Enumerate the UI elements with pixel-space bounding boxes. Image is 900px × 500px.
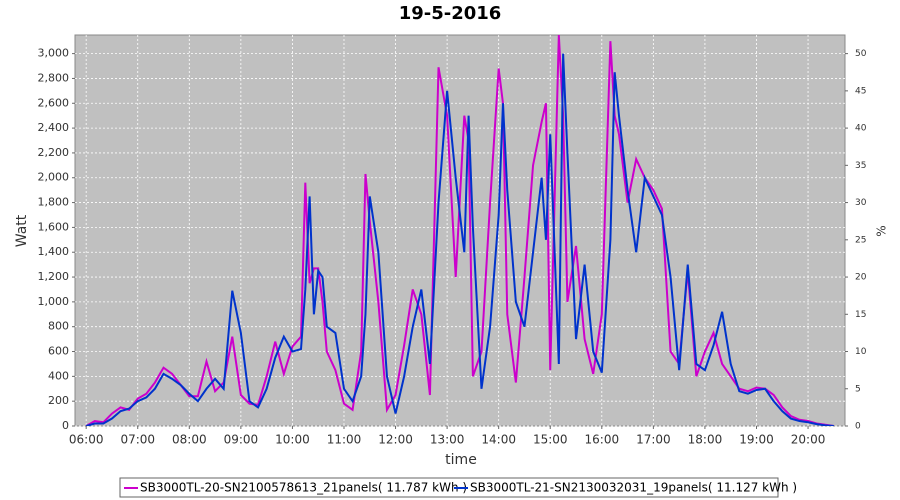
y2-tick-label: 20 [855, 273, 867, 283]
y2-tick-label: 10 [855, 347, 867, 357]
x-tick-label: 16:00 [585, 433, 620, 447]
x-tick-label: 08:00 [172, 433, 207, 447]
x-tick-label: 07:00 [120, 433, 155, 447]
x-tick-label: 11:00 [327, 433, 362, 447]
x-tick-label: 20:00 [791, 433, 826, 447]
x-tick-label: 15:00 [533, 433, 568, 447]
x-tick-label: 17:00 [636, 433, 671, 447]
legend [119, 477, 779, 498]
legend-label: SB3000TL-20-SN2100578613_21panels( 11.78… [140, 481, 467, 495]
legend-label: SB3000TL-21-SN2130032031_19panels( 11.12… [470, 481, 797, 495]
y-tick-label: 1,400 [38, 245, 70, 258]
x-tick-label: 06:00 [69, 433, 104, 447]
y-tick-label: 400 [48, 369, 69, 382]
y2-tick-label: 25 [855, 235, 866, 245]
x-tick-label: 14:00 [481, 433, 516, 447]
y2-tick-label: 50 [855, 49, 867, 59]
y-tick-label: 1,800 [38, 196, 70, 209]
y2-tick-label: 30 [855, 198, 867, 208]
y-tick-label: 600 [48, 345, 69, 358]
x-tick-label: 09:00 [224, 433, 259, 447]
y-tick-label: 2,400 [38, 121, 70, 134]
y2-tick-label: 15 [855, 310, 866, 320]
y-tick-label: 2,600 [38, 96, 70, 109]
y-tick-label: 1,200 [38, 270, 70, 283]
y2-tick-label: 45 [855, 86, 866, 96]
y-axis-label: Watt [14, 214, 30, 247]
x-tick-label: 13:00 [430, 433, 465, 447]
y-tick-label: 3,000 [38, 47, 70, 60]
y-tick-label: 1,000 [38, 295, 70, 308]
y2-axis-label: % [875, 225, 889, 236]
y-tick-label: 800 [48, 320, 69, 333]
y-tick-label: 2,800 [38, 71, 70, 84]
y2-tick-label: 40 [855, 124, 867, 134]
x-tick-label: 19:00 [739, 433, 774, 447]
y-tick-label: 0 [62, 419, 69, 432]
x-tick-label: 10:00 [275, 433, 310, 447]
y2-tick-label: 5 [855, 384, 861, 394]
y2-tick-label: 35 [855, 161, 866, 171]
y-tick-label: 200 [48, 394, 69, 407]
y-tick-label: 2,000 [38, 171, 70, 184]
chart-title: 19-5-2016 [399, 3, 502, 24]
x-tick-label: 12:00 [378, 433, 413, 447]
y-tick-label: 1,600 [38, 220, 70, 233]
x-tick-label: 18:00 [688, 433, 723, 447]
y2-tick-label: 0 [855, 422, 861, 432]
plot-area [74, 34, 846, 427]
y-tick-label: 2,200 [38, 146, 70, 159]
x-axis-label: time [445, 452, 477, 468]
series-line [85, 53, 834, 426]
